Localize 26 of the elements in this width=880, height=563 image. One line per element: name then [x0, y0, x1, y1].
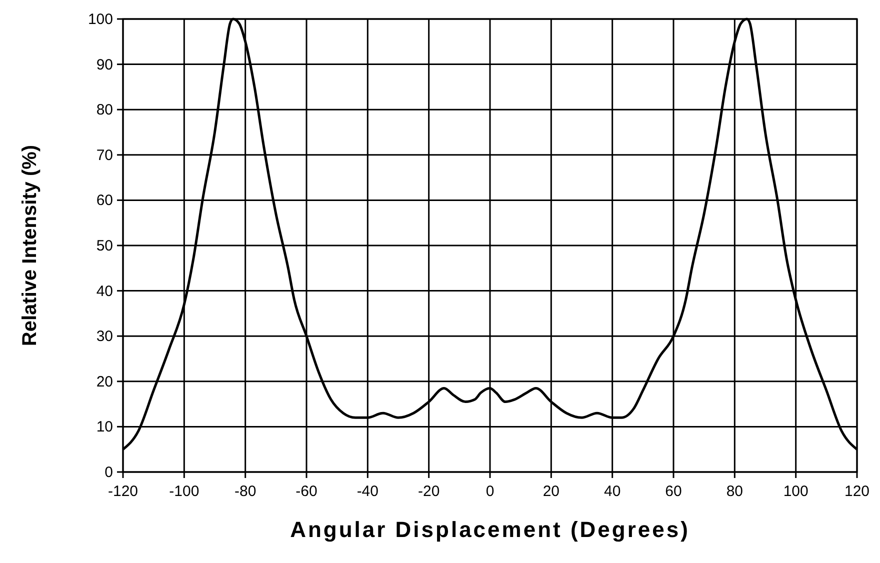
x-tick-label: 60 — [665, 483, 682, 500]
y-tick-label: 50 — [96, 238, 113, 254]
y-tick-label: 80 — [96, 102, 113, 119]
y-axis-title: Relative Intensity (%) — [19, 144, 41, 346]
x-tick-label: -100 — [169, 483, 200, 500]
x-tick-label: -120 — [108, 483, 138, 500]
x-tick-label: -40 — [356, 483, 379, 500]
x-tick-label: 20 — [542, 483, 560, 500]
y-tick-label: 90 — [96, 56, 113, 74]
y-tick-label: 70 — [96, 146, 113, 164]
x-tick-label: -20 — [418, 483, 440, 500]
x-tick-label: 0 — [486, 483, 494, 500]
y-tick-label: 20 — [96, 373, 113, 390]
y-tick-label: 100 — [88, 11, 113, 28]
y-tick-label: 30 — [96, 328, 113, 346]
y-tick-label: 10 — [96, 418, 113, 436]
x-tick-label: 40 — [604, 483, 621, 500]
y-tick-label: 40 — [96, 282, 113, 300]
x-axis-title: Angular Displacement (Degrees) — [290, 517, 690, 542]
y-tick-label: 60 — [96, 192, 113, 210]
x-tick-label: -60 — [296, 483, 318, 500]
y-tick-label: 0 — [104, 464, 113, 481]
x-tick-label: 100 — [783, 483, 808, 500]
x-tick-label: -80 — [234, 483, 256, 500]
x-tick-label: 80 — [726, 483, 744, 500]
x-tick-label: 120 — [844, 483, 870, 500]
